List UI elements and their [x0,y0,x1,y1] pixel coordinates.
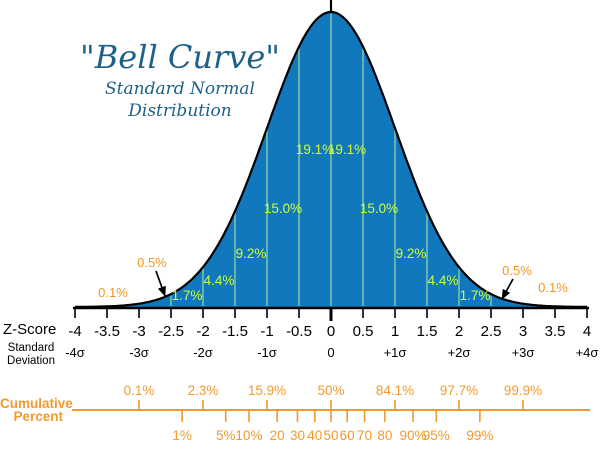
tail-percentage-label: 0.1% [98,285,128,300]
z-axis-tick-label: 3 [519,323,527,340]
cumulative-axis-label-line2: Percent [13,409,63,424]
cumulative-bottom-label: 70 [357,428,372,443]
z-score-axis-label: Z-Score [3,321,57,338]
cumulative-top-label: 2.3% [188,383,219,398]
z-axis-tick-label: 0.5 [353,323,374,340]
cumulative-bottom-label: 80 [377,428,392,443]
cumulative-top-label: 84.1% [376,383,414,398]
tail-arrow [155,270,166,297]
z-axis-tick-label: -4 [68,323,81,340]
tail-percentage-label: 0.5% [502,263,532,278]
tail-percentage-label: 0.5% [137,255,167,270]
z-axis-tick-label: -2.5 [158,323,184,340]
std-dev-tick-label: -1σ [257,345,277,360]
std-dev-tick-label: +1σ [384,345,407,360]
cumulative-bottom-label: 95% [423,428,450,443]
z-axis-tick-label: 2 [455,323,463,340]
std-dev-tick-label: +4σ [576,345,599,360]
cumulative-bottom-label: 1% [172,428,192,443]
cumulative-bottom-label: 5% [216,428,236,443]
std-dev-axis-label: Standard Deviation [2,342,60,367]
cumulative-axis-label-line1: Cumulative [0,396,73,411]
cumulative-top-label: 50% [317,383,344,398]
z-axis-tick-label: 1 [391,323,399,340]
z-axis-tick-label: -3 [132,323,145,340]
cumulative-bottom-label: 99% [466,428,493,443]
std-dev-tick-label: +3σ [512,345,535,360]
z-axis-tick-label: -0.5 [286,323,312,340]
cumulative-top-label: 99.9% [504,383,542,398]
cumulative-bottom-label: 30 [290,428,305,443]
cumulative-top-label: 97.7% [440,383,478,398]
std-dev-tick-label: -2σ [193,345,213,360]
tail-percentage-label: 0.1% [538,280,568,295]
cumulative-top-label: 0.1% [124,383,155,398]
segment-percentage-label: 4.4% [204,273,235,288]
z-axis-tick-label: -1 [260,323,273,340]
z-axis-tick-label: -1.5 [222,323,248,340]
cumulative-bottom-label: 40 [307,428,322,443]
cumulative-bottom-label: 10% [235,428,262,443]
cumulative-bottom-label: 50 [323,428,338,443]
z-axis-tick-label: 1.5 [417,323,438,340]
cumulative-bottom-label: 60 [340,428,355,443]
cumulative-top-label: 15.9% [248,383,286,398]
z-axis-tick-label: -3.5 [94,323,120,340]
z-axis-tick-label: 4 [583,323,591,340]
z-axis-tick-label: 3.5 [545,323,566,340]
cumulative-bottom-label: 20 [270,428,285,443]
std-dev-axis-label-line1: Standard [7,342,55,354]
cumulative-bottom-label: 90% [400,428,427,443]
std-dev-tick-label: 0 [327,345,334,360]
segment-percentage-label: 15.0% [360,201,398,216]
std-dev-axis-label-line2: Deviation [7,354,55,367]
segment-percentage-label: 1.7% [172,288,203,303]
cumulative-axis-label: Cumulative Percent [0,396,73,424]
segment-percentage-label: 19.1% [296,142,334,157]
segment-percentage-label: 4.4% [428,273,459,288]
std-dev-tick-label: -4σ [65,345,85,360]
segment-percentage-label: 9.2% [236,246,267,261]
segment-percentage-label: 9.2% [396,246,427,261]
segment-percentage-label: 15.0% [264,201,302,216]
z-axis-tick-label: 0 [327,323,335,340]
z-axis-tick-label: 2.5 [481,323,502,340]
std-dev-tick-label: -3σ [129,345,149,360]
std-dev-tick-label: +2σ [448,345,471,360]
segment-percentage-label: 19.1% [328,142,366,157]
tail-arrow [501,278,514,300]
segment-percentage-label: 1.7% [460,288,491,303]
z-axis-tick-label: -2 [196,323,209,340]
